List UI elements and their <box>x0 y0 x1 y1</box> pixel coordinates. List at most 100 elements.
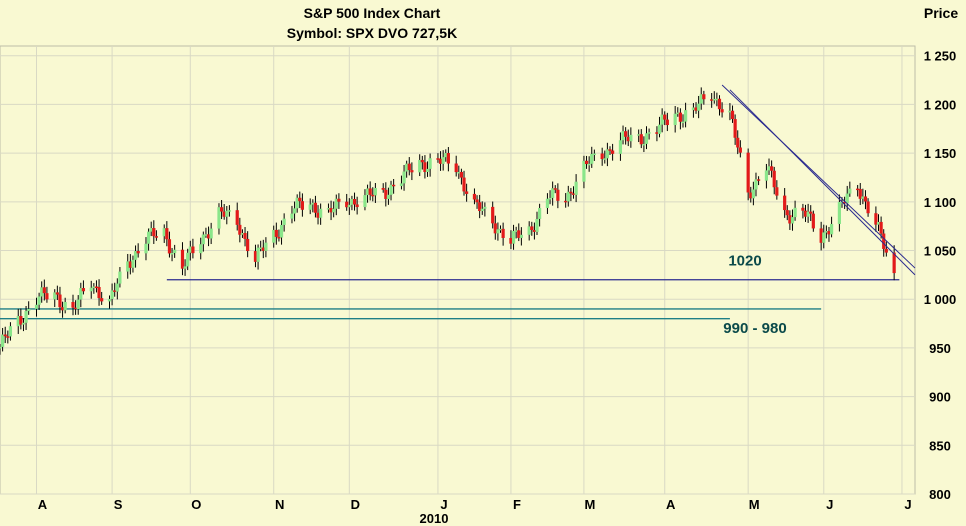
candle-body <box>326 208 331 210</box>
candle-body <box>410 170 414 173</box>
candle-body <box>738 147 742 153</box>
candle-body <box>3 334 7 337</box>
candle-body <box>478 202 482 212</box>
candle-body <box>256 247 260 262</box>
y-tick-label: 1 200 <box>924 97 957 112</box>
candle-body <box>206 234 211 239</box>
candle-body <box>420 159 424 163</box>
candle-body <box>603 158 607 160</box>
candle-body <box>34 304 39 309</box>
y-axis-label: Price <box>924 5 958 21</box>
candle-body <box>219 207 224 212</box>
candle-body <box>564 200 568 203</box>
candle-body <box>767 166 771 171</box>
candle-body <box>298 197 302 202</box>
candle-body <box>16 316 20 327</box>
candle-body <box>73 307 78 310</box>
candle-body <box>146 231 151 244</box>
candle-body <box>498 228 503 231</box>
candle-body <box>843 201 847 204</box>
candle-body <box>183 266 187 269</box>
candle-body <box>493 223 497 234</box>
y-tick-label: 1 000 <box>924 292 957 307</box>
candle-body <box>100 298 104 302</box>
candle-body <box>313 202 318 213</box>
candle-body <box>118 271 122 284</box>
candle-body <box>790 217 795 224</box>
candle-body <box>131 259 135 268</box>
candle-body <box>274 229 278 237</box>
candle-body <box>363 195 367 208</box>
candle-body <box>683 110 688 122</box>
candle-body <box>446 153 450 164</box>
candle-body <box>311 202 315 205</box>
candle-body <box>180 249 185 269</box>
candle-body <box>170 252 174 255</box>
candle-body <box>611 150 615 154</box>
x-tick-label: D <box>351 497 360 512</box>
candle-body <box>517 230 521 238</box>
candle-body <box>876 221 881 225</box>
candle-body <box>772 170 776 188</box>
candle-body <box>334 198 338 209</box>
candle-body <box>728 110 732 113</box>
candle-body <box>618 140 623 154</box>
candle-body <box>511 230 516 244</box>
candle-body <box>350 198 354 205</box>
candle-body <box>681 121 685 124</box>
candle-body <box>551 188 555 198</box>
y-axis-ticks: 800 850 900 950 1 000 1 050 1 100 1 150 1 200 1 2… <box>924 49 957 502</box>
candle-body <box>227 210 232 212</box>
x-tick-label: A <box>666 497 676 512</box>
candle-body <box>665 119 669 126</box>
x-tick-label: J <box>904 497 911 512</box>
candle-body <box>373 187 377 196</box>
candle-body <box>746 152 750 193</box>
candle-body <box>407 163 411 171</box>
candle-body <box>845 193 849 204</box>
chart-title: S&P 500 Index Chart <box>304 5 441 21</box>
candle-body <box>764 170 769 181</box>
candle-body <box>94 286 99 289</box>
candle-body <box>199 244 203 254</box>
candle-body <box>438 158 443 164</box>
candle-body <box>535 218 539 232</box>
candle-body <box>128 261 132 268</box>
candle-body <box>225 210 229 217</box>
candle-body <box>386 194 391 199</box>
candle-body <box>444 153 448 158</box>
candle-body <box>514 230 518 232</box>
candle-body <box>173 249 177 253</box>
trendline <box>729 89 916 276</box>
candle-body <box>837 201 842 224</box>
candle-body <box>436 158 440 160</box>
y-tick-label: 800 <box>929 487 951 502</box>
candle-body <box>355 204 359 208</box>
candle-body <box>37 296 41 305</box>
x-tick-label: J <box>440 497 447 512</box>
trendlines <box>721 84 916 276</box>
candle-body <box>21 322 26 325</box>
candle-body <box>783 195 787 211</box>
candle-body <box>532 229 537 232</box>
candle-body <box>55 292 59 295</box>
candle-body <box>465 191 469 194</box>
annotation-990-980: 990 - 980 <box>723 320 786 337</box>
candle-body <box>253 251 258 262</box>
candle-body <box>472 193 477 200</box>
candle-body <box>337 198 341 202</box>
candle-body <box>879 221 883 234</box>
candle-body <box>882 233 886 249</box>
candle-body <box>527 226 531 235</box>
candle-body <box>27 308 31 312</box>
candle-body <box>240 233 245 235</box>
candle-body <box>644 133 649 144</box>
candle-body <box>571 193 576 195</box>
candle-body <box>678 112 682 122</box>
y-tick-label: 1 100 <box>924 195 957 210</box>
candle-body <box>133 250 138 260</box>
candle-body <box>702 94 706 100</box>
candle-body <box>624 131 628 137</box>
candle-body <box>204 234 208 236</box>
